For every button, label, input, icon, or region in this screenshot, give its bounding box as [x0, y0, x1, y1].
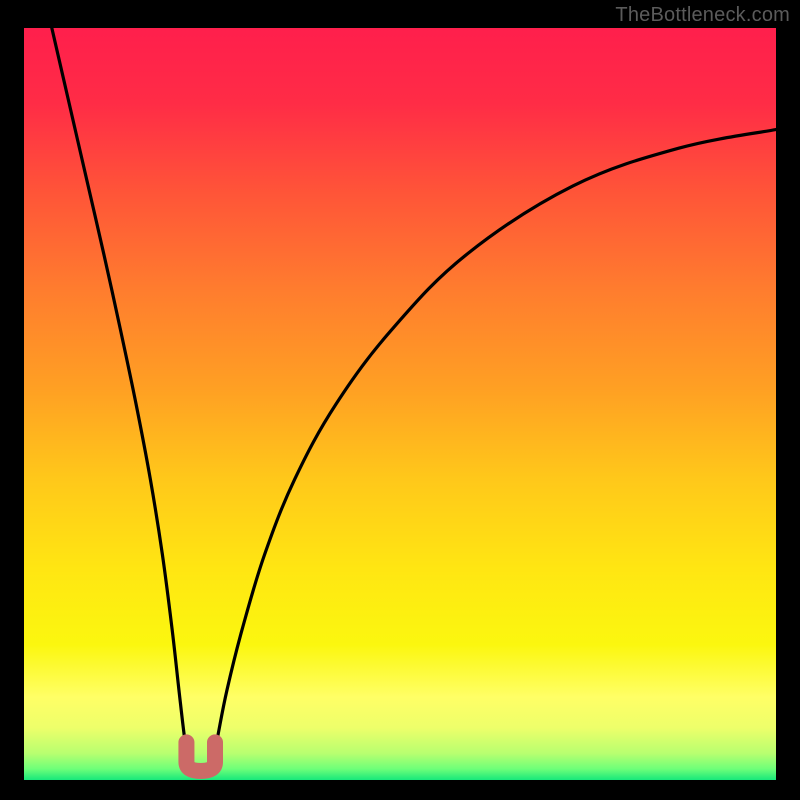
chart-svg: [0, 0, 800, 800]
watermark-text: TheBottleneck.com: [615, 4, 790, 27]
chart-root: TheBottleneck.com: [0, 0, 800, 800]
